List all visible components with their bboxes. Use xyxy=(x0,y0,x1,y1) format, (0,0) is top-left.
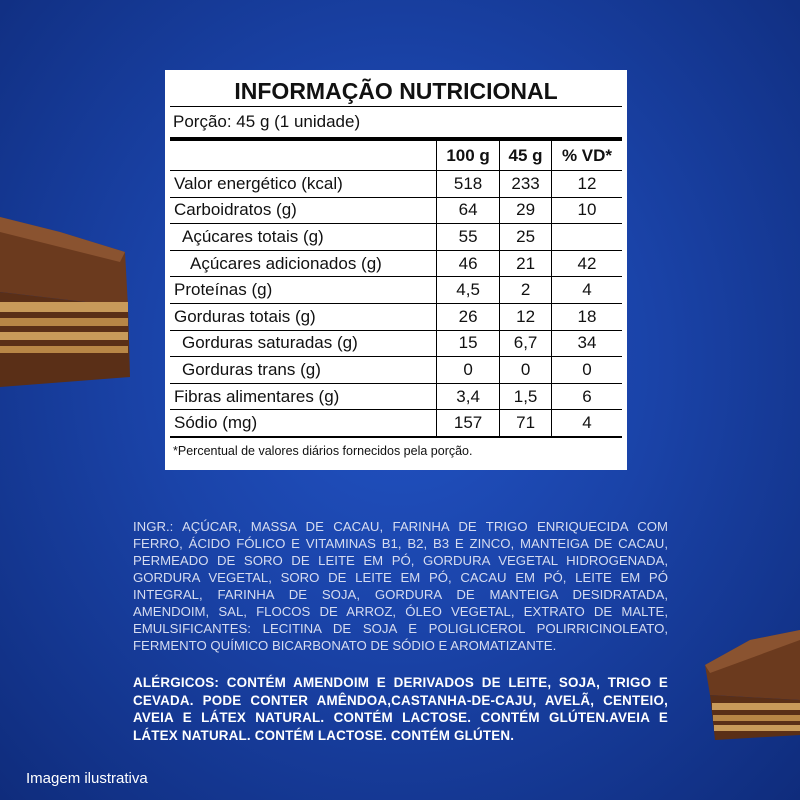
nutrient-value: 10 xyxy=(550,196,622,225)
nutrient-value: 46 xyxy=(435,249,501,278)
nutrient-name: Valor energético (kcal) xyxy=(170,170,437,198)
caption: Imagem ilustrativa xyxy=(26,770,148,787)
nutrient-value: 3,4 xyxy=(435,382,501,411)
nutrient-name: Sódio (mg) xyxy=(170,409,437,437)
portion: Porção: 45 g (1 unidade) xyxy=(170,106,622,137)
nutrient-row: Proteínas (g) 4,5 2 4 xyxy=(170,276,622,304)
nutrient-value: 6 xyxy=(550,382,622,411)
table-title: INFORMAÇÃO NUTRICIONAL xyxy=(234,78,558,104)
nutrient-row: Gorduras totais (g) 26 12 18 xyxy=(170,302,622,331)
nutrient-row: Carboidratos (g) 64 29 10 xyxy=(170,196,622,225)
header-blank xyxy=(170,138,437,171)
nutrient-value: 18 xyxy=(550,302,622,331)
nutrient-value: 4 xyxy=(550,409,622,437)
nutrient-value: 0 xyxy=(499,356,552,384)
nutrient-name: Carboidratos (g) xyxy=(170,196,437,225)
column-header: 100 g xyxy=(435,138,501,171)
nutrient-row: Açúcares totais (g) 55 25 xyxy=(170,223,622,251)
column-header: % VD* xyxy=(550,138,622,171)
nutrition-panel: INFORMAÇÃO NUTRICIONAL Porção: 45 g (1 u… xyxy=(165,70,627,470)
nutrient-value: 55 xyxy=(435,223,501,251)
nutrient-name: Açúcares totais (g) xyxy=(170,223,437,251)
nutrient-name: Gorduras totais (g) xyxy=(170,302,437,331)
ingredients: INGR.: AÇÚCAR, MASSA DE CACAU, FARINHA D… xyxy=(133,519,668,653)
nutrient-value: 518 xyxy=(435,170,501,198)
allergens: ALÉRGICOS: CONTÉM AMENDOIM E DERIVADOS D… xyxy=(133,675,668,743)
nutrient-value: 233 xyxy=(499,170,552,198)
nutrient-value: 0 xyxy=(550,356,622,384)
nutrient-value: 1,5 xyxy=(499,382,552,411)
nutrient-value: 2 xyxy=(499,276,552,304)
nutrient-value: 0 xyxy=(435,356,501,384)
footnote: *Percentual de valores diários fornecido… xyxy=(170,436,622,458)
nutrient-value: 34 xyxy=(550,329,622,358)
chocolate-bar-left xyxy=(0,217,130,387)
nutrient-value: 4 xyxy=(550,276,622,304)
nutrient-value: 21 xyxy=(499,249,552,278)
nutrient-value: 6,7 xyxy=(499,329,552,358)
nutrient-value: 25 xyxy=(499,223,552,251)
nutrient-name: Gorduras trans (g) xyxy=(170,356,437,384)
column-header: 45 g xyxy=(499,138,552,171)
nutrient-row: Gorduras saturadas (g) 15 6,7 34 xyxy=(170,329,622,358)
nutrient-value xyxy=(550,223,622,251)
nutrient-name: Proteínas (g) xyxy=(170,276,437,304)
nutrient-value: 4,5 xyxy=(435,276,501,304)
header-row: 100 g 45 g% VD* xyxy=(170,138,622,171)
chocolate-bar-right xyxy=(705,630,800,740)
nutrient-row: Fibras alimentares (g) 3,4 1,5 6 xyxy=(170,382,622,411)
nutrient-row: Gorduras trans (g) 0 0 0 xyxy=(170,356,622,384)
nutrient-row: Açúcares adicionados (g) 46 21 42 xyxy=(170,249,622,278)
nutrient-value: 12 xyxy=(499,302,552,331)
nutrient-row: Sódio (mg) 157 71 4 xyxy=(170,409,622,437)
nutrient-value: 26 xyxy=(435,302,501,331)
nutrient-name: Açúcares adicionados (g) xyxy=(170,249,437,278)
nutrient-value: 157 xyxy=(435,409,501,437)
nutrient-value: 71 xyxy=(499,409,552,437)
nutrition-table: 100 g 45 g% VD* Valor energético (kcal) 51… xyxy=(170,137,622,437)
nutrient-row: Valor energético (kcal) 518 233 12 xyxy=(170,170,622,198)
nutrient-name: Gorduras saturadas (g) xyxy=(170,329,437,358)
nutrient-value: 64 xyxy=(435,196,501,225)
nutrient-name: Fibras alimentares (g) xyxy=(170,382,437,411)
nutrient-value: 15 xyxy=(435,329,501,358)
nutrient-value: 42 xyxy=(550,249,622,278)
nutrient-value: 12 xyxy=(550,170,622,198)
nutrient-value: 29 xyxy=(499,196,552,225)
